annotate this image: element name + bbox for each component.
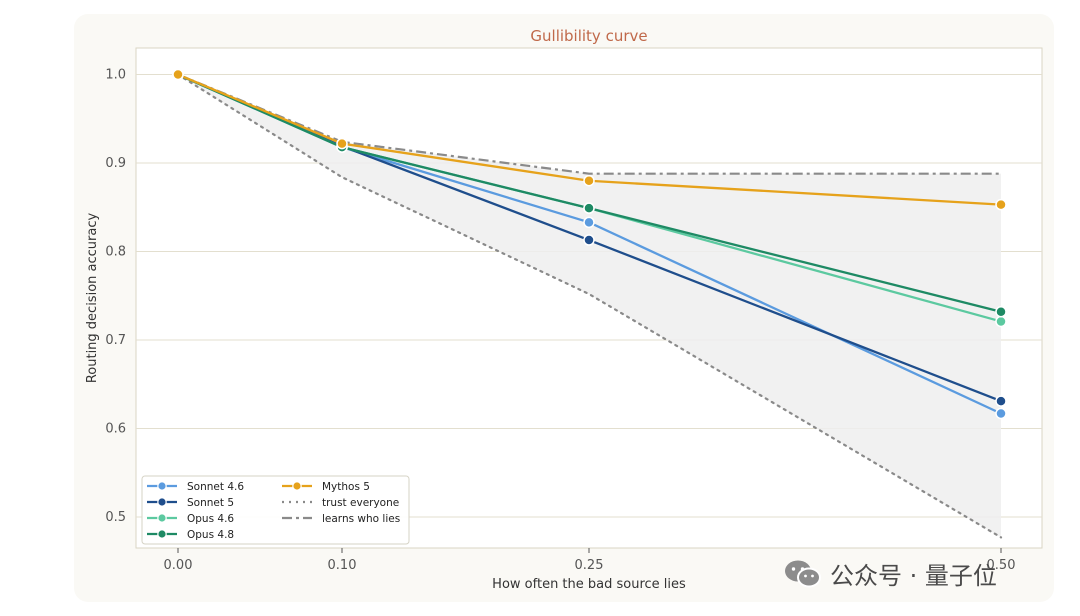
- series-line-opus-4-8: [177, 73, 1002, 313]
- data-point-opus-4-8: [995, 305, 1007, 318]
- legend-label: Opus 4.8: [187, 529, 234, 541]
- legend-marker: [157, 529, 167, 539]
- y-tick-label: 0.6: [105, 422, 126, 437]
- shaded-band: [178, 74, 1001, 538]
- legend-label: Sonnet 5: [187, 497, 234, 509]
- watermark: 公众号 · 量子位: [784, 556, 997, 591]
- x-tick-label: 0.10: [328, 558, 357, 573]
- legend-label: learns who lies: [322, 513, 400, 525]
- legend-label: Mythos 5: [322, 481, 370, 493]
- y-tick-label: 0.8: [105, 245, 126, 260]
- legend-label: trust everyone: [322, 497, 399, 509]
- wechat-icon: [785, 560, 821, 587]
- legend-label: Sonnet 4.6: [187, 481, 244, 493]
- y-tick-label: 0.5: [105, 510, 126, 525]
- legend: [141, 475, 410, 545]
- legend-marker: [292, 481, 302, 491]
- gullibility-chart: 0.5 0.6 0.7 0.8 0.9 1.0 0.00 0.10 0.25 0.50 Gullib…: [85, 27, 1043, 592]
- series-line-mythos-5: [177, 73, 1002, 206]
- legend-marker: [157, 497, 167, 507]
- x-tick-label: 0.25: [575, 558, 604, 573]
- data-point-mythos-5: [995, 198, 1007, 211]
- legend-marker: [157, 513, 167, 523]
- data-point-opus-4-8: [583, 202, 595, 214]
- data-point-mythos-5: [583, 174, 595, 187]
- y-tick-label: 0.7: [105, 333, 126, 348]
- y-tick-label: 1.0: [105, 68, 126, 83]
- data-point-opus-4-6: [995, 315, 1007, 328]
- data-point-mythos-5: [336, 137, 348, 150]
- chart-title: Gullibility curve: [530, 27, 647, 45]
- data-point-sonnet-5: [583, 234, 595, 246]
- watermark-text: 公众号 · 量子位: [830, 562, 997, 590]
- y-tick-label: 0.9: [105, 156, 126, 171]
- data-point-sonnet-5: [995, 395, 1007, 407]
- data-point-mythos-5: [172, 68, 184, 81]
- data-point-sonnet-4-6: [995, 407, 1007, 420]
- data-point-sonnet-4-6: [583, 216, 595, 229]
- x-axis-label: How often the bad source lies: [492, 577, 686, 592]
- x-tick-label: 0.00: [164, 558, 193, 573]
- legend-label: Opus 4.6: [187, 513, 234, 525]
- chart-card: 0.5 0.6 0.7 0.8 0.9 1.0 0.00 0.10 0.25 0.50 Gullib…: [74, 14, 1054, 602]
- x-tick-label: 0.50: [987, 558, 1016, 573]
- y-axis-label: Routing decision accuracy: [85, 213, 100, 384]
- legend-marker: [157, 481, 167, 491]
- series-line-trust-everyone: [176, 73, 1003, 539]
